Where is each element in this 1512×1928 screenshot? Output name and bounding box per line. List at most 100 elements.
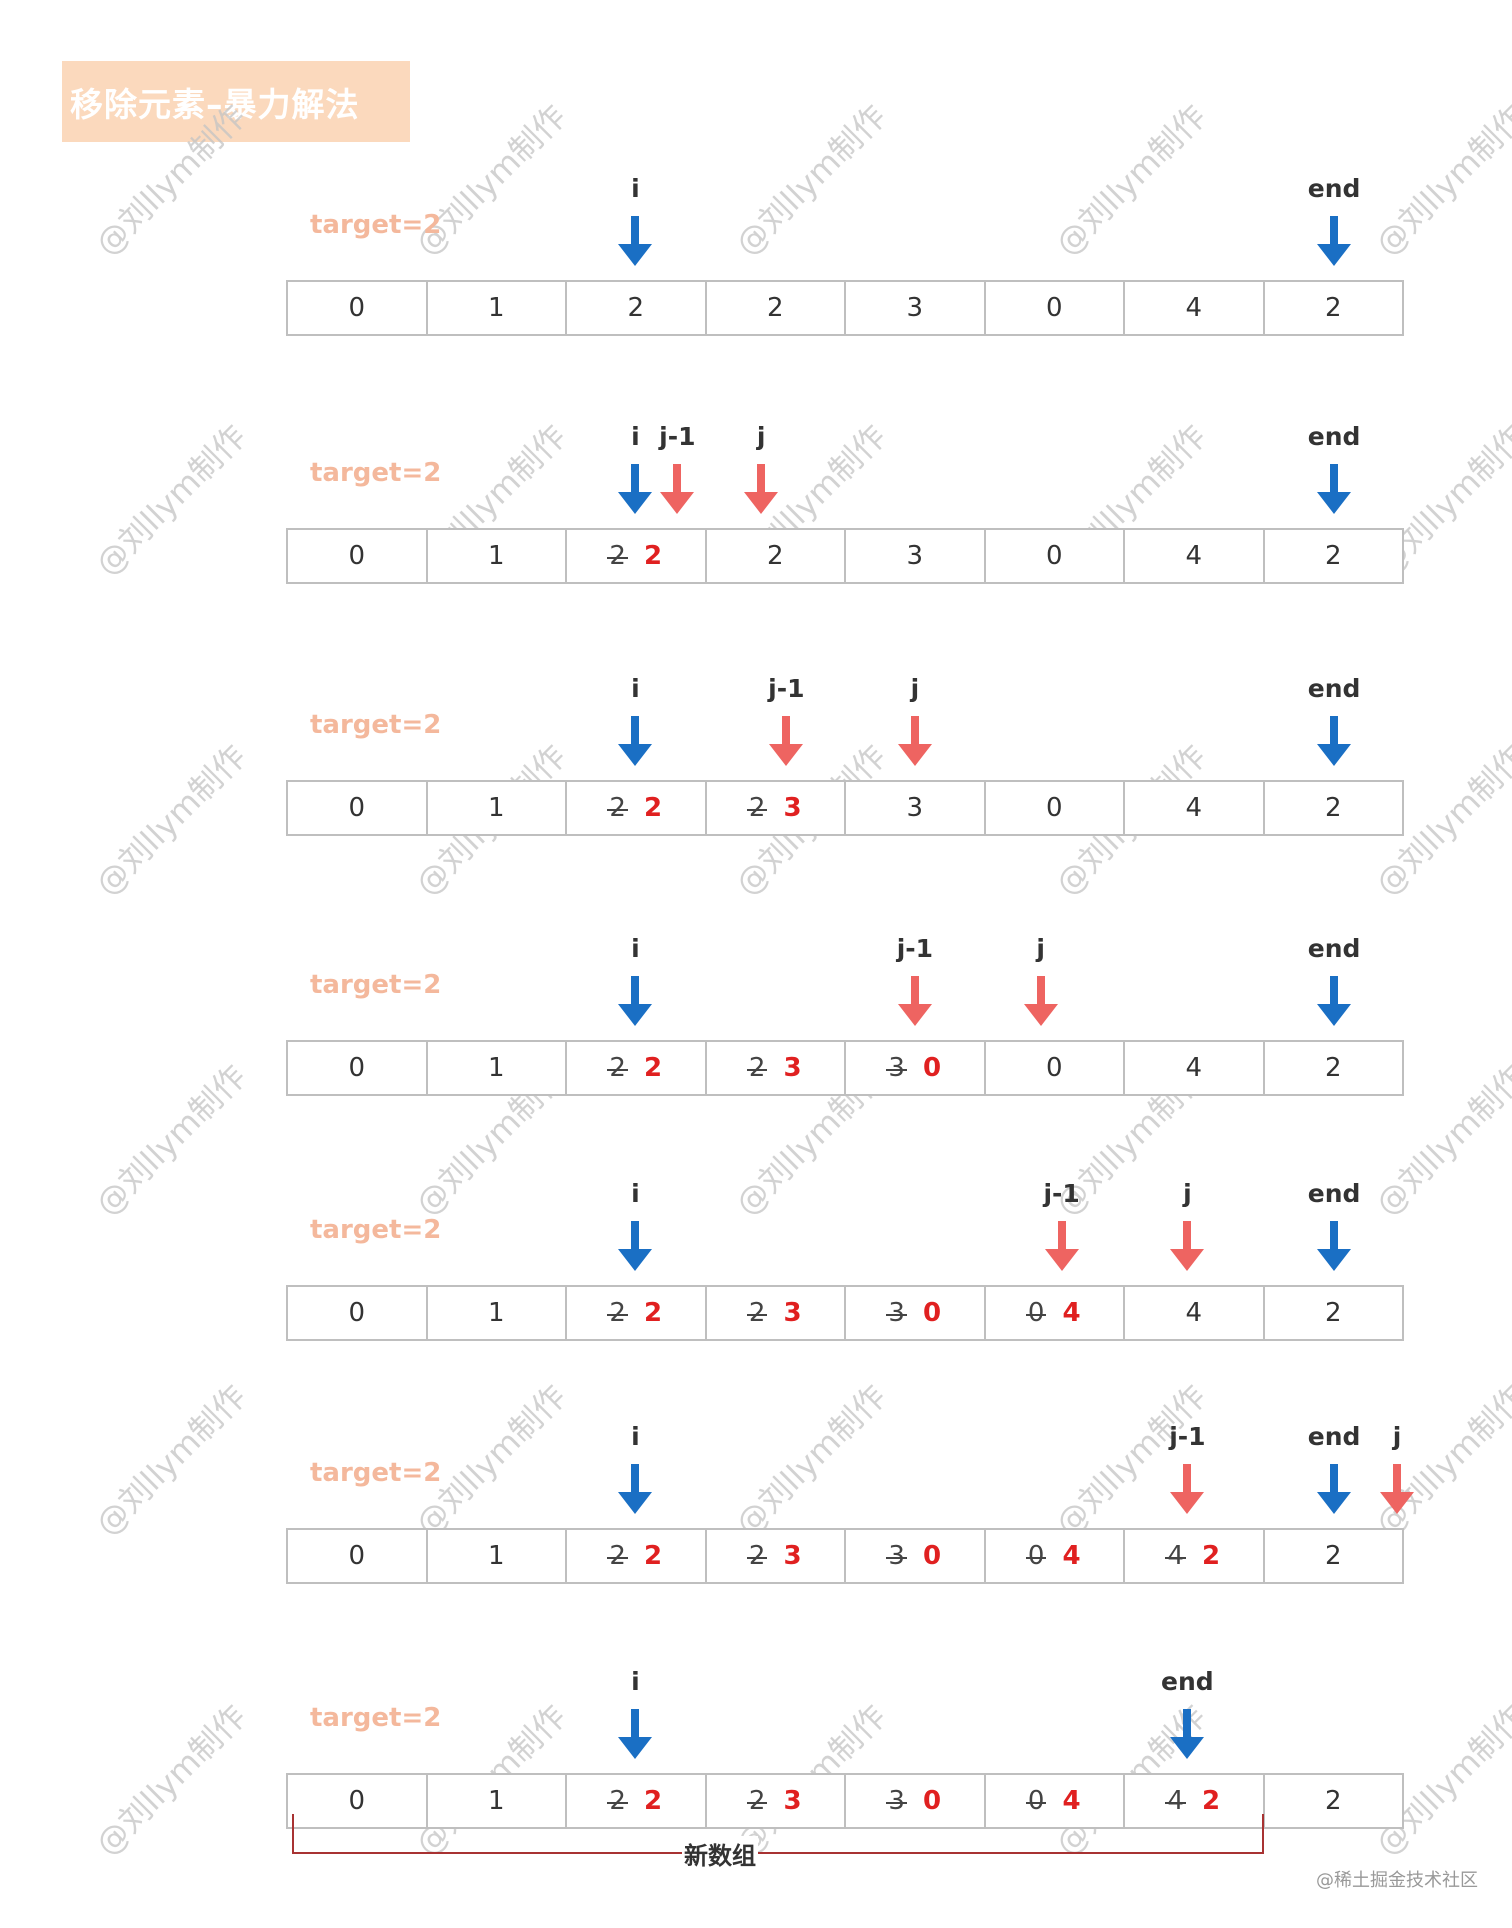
cell-value: 0 [348, 541, 366, 571]
pointer-j1: j-1 [1032, 1177, 1092, 1273]
array-cell: 1 [428, 1775, 567, 1827]
pointer-j: j [731, 420, 791, 516]
overwritten-value: 2 [746, 793, 767, 823]
array-cell: 1 [428, 530, 567, 582]
pointer-j1: j-1 [647, 420, 707, 516]
down-arrow-icon [1170, 1464, 1205, 1514]
new-value: 0 [922, 1298, 942, 1328]
array-cell: 4 [1125, 282, 1265, 334]
array-cell: 4 [1125, 1287, 1265, 1339]
array-cell: 2 [1265, 282, 1403, 334]
array-cell: 4 [1125, 530, 1265, 582]
array-cell: 0 [288, 1775, 428, 1827]
cell-value: 2 [1324, 1053, 1342, 1083]
new-value: 0 [922, 1541, 942, 1571]
target-label: target=2 [310, 458, 442, 488]
overwritten-value: 3 [886, 1298, 907, 1328]
pointer-j: j [885, 672, 945, 768]
array-cell: 1 [428, 1042, 567, 1094]
pointer-label: end [1307, 674, 1361, 703]
pointer-i: i [605, 672, 665, 768]
pointer-j: j [1011, 932, 1071, 1028]
pointer-label: end [1307, 174, 1361, 203]
cell-value: 0 [1045, 293, 1063, 323]
overwritten-value: 2 [607, 793, 628, 823]
cell-value: 2 [627, 293, 645, 323]
pointer-label: j [1036, 934, 1045, 963]
cell-value: 3 [906, 541, 924, 571]
cell-value: 4 [1185, 793, 1203, 823]
cell-value: 4 [1185, 293, 1203, 323]
new-value: 4 [1062, 1298, 1081, 1328]
down-arrow-icon [897, 716, 932, 766]
new-value: 2 [643, 1786, 663, 1816]
pointer-label: i [631, 934, 640, 963]
watermark-text: @刘llym制作 [87, 1057, 254, 1223]
cell-value: 0 [348, 293, 366, 323]
pointer-j: j [1157, 1177, 1217, 1273]
pointer-label: i [631, 174, 640, 203]
pointer-end: end [1304, 1177, 1364, 1273]
overwritten-value: 3 [886, 1541, 907, 1571]
watermark-text: @刘llym制作 [87, 417, 254, 583]
cell-value: 1 [487, 1053, 505, 1083]
pointer-j1: j-1 [885, 932, 945, 1028]
pointer-label: end [1307, 1179, 1361, 1208]
cell-value: 2 [1324, 1541, 1342, 1571]
down-arrow-icon [1170, 1709, 1205, 1759]
watermark-text: @刘llym制作 [87, 737, 254, 903]
down-arrow-icon [618, 216, 653, 266]
overwritten-value: 2 [746, 1786, 767, 1816]
cell-value: 0 [348, 1541, 366, 1571]
new-value: 3 [783, 1541, 802, 1571]
overwritten-value: 2 [607, 1053, 628, 1083]
cell-value: 0 [348, 793, 366, 823]
down-arrow-icon [1317, 716, 1352, 766]
pointer-end: end [1304, 932, 1364, 1028]
array-cell: 2 [1265, 1042, 1403, 1094]
new-value: 4 [1062, 1786, 1081, 1816]
pointer-label: end [1307, 1422, 1361, 1451]
title-banner: 移除元素–暴力解法 [62, 61, 410, 142]
down-arrow-icon [618, 716, 653, 766]
array-cell: 1 [428, 282, 567, 334]
cell-value: 3 [906, 793, 924, 823]
down-arrow-icon [897, 976, 932, 1026]
down-arrow-icon [660, 464, 695, 514]
cell-value: 2 [1324, 793, 1342, 823]
array-cell: 0 [288, 1287, 428, 1339]
cell-value: 2 [766, 541, 784, 571]
target-label: target=2 [310, 1458, 442, 1488]
pointer-label: j [1183, 1179, 1192, 1208]
cell-value: 1 [487, 793, 505, 823]
overwritten-value: 2 [746, 1541, 767, 1571]
pointer-i: i [605, 420, 665, 516]
down-arrow-icon [1023, 976, 1058, 1026]
down-arrow-icon [618, 976, 653, 1026]
cell-value: 4 [1185, 541, 1203, 571]
overwritten-value: 2 [746, 1053, 767, 1083]
source-credit: @稀土掘金技术社区 [1316, 1870, 1478, 1891]
target-label: target=2 [310, 970, 442, 1000]
new-value: 2 [643, 1298, 663, 1328]
new-array-bracket [292, 1814, 1264, 1854]
pointer-i: i [605, 1420, 665, 1516]
overwritten-value: 2 [607, 1298, 628, 1328]
down-arrow-icon [1317, 1221, 1352, 1271]
pointer-label: j-1 [659, 422, 696, 451]
down-arrow-icon [1044, 1221, 1079, 1271]
target-label: target=2 [310, 1215, 442, 1245]
new-value: 3 [783, 793, 802, 823]
